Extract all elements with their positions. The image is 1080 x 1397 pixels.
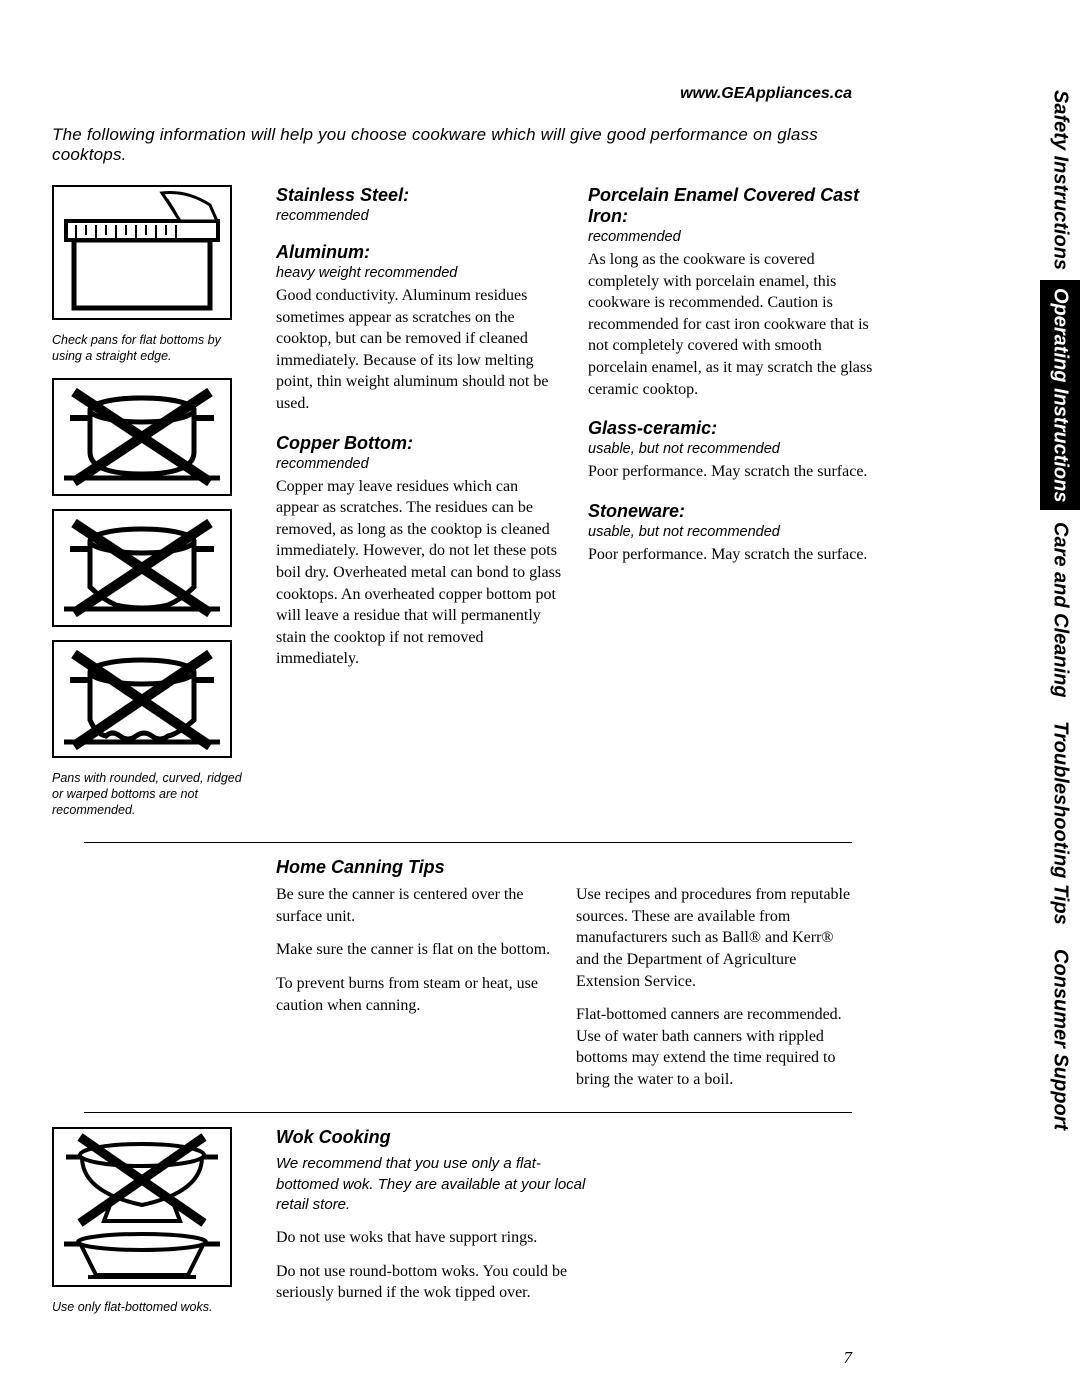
glassceramic-sub: usable, but not recommended xyxy=(588,441,876,457)
cookware-col-2: Porcelain Enamel Covered Cast Iron: reco… xyxy=(588,185,876,832)
aluminum-body: Good conductivity. Aluminum residues som… xyxy=(276,285,564,415)
stoneware-body: Poor performance. May scratch the surfac… xyxy=(588,544,876,566)
header-url: www.GEAppliances.ca xyxy=(680,85,852,103)
figure-pan-x-1 xyxy=(52,378,252,501)
canning-p4: Use recipes and procedures from reputabl… xyxy=(576,884,852,992)
tab-safety[interactable]: Safety Instructions xyxy=(1040,80,1080,280)
wok-caption: Use only flat-bottomed woks. xyxy=(52,1300,252,1316)
tab-troubleshooting[interactable]: Troubleshooting Tips xyxy=(1040,710,1080,935)
porcelain-sub: recommended xyxy=(588,229,876,245)
cookware-section: Check pans for flat bottoms by using a s… xyxy=(52,185,852,832)
canning-p2: Make sure the canner is flat on the bott… xyxy=(276,939,552,961)
stainless-title: Stainless Steel: xyxy=(276,185,564,206)
copper-sub: recommended xyxy=(276,456,564,472)
wok-p1: Do not use woks that have support rings. xyxy=(276,1227,586,1249)
canning-section: Home Canning Tips Be sure the canner is … xyxy=(52,857,852,1102)
wok-section: Use only flat-bottomed woks. Wok Cooking… xyxy=(52,1127,852,1330)
divider-1 xyxy=(84,842,852,843)
side-tabs: Safety Instructions Operating Instructio… xyxy=(1040,80,1080,1280)
porcelain-body: As long as the cookware is covered compl… xyxy=(588,249,876,400)
canning-p5: Flat-bottomed canners are recommended. U… xyxy=(576,1004,852,1090)
stoneware-sub: usable, but not recommended xyxy=(588,524,876,540)
intro-text: The following information will help you … xyxy=(52,125,852,165)
tab-operating[interactable]: Operating Instructions xyxy=(1040,280,1080,510)
figure-pan-x-3 xyxy=(52,640,252,763)
figure-bad-pans-caption: Pans with rounded, curved, ridged or war… xyxy=(52,771,252,818)
figure-wok xyxy=(52,1127,252,1292)
canning-title: Home Canning Tips xyxy=(276,857,852,878)
page-number: 7 xyxy=(844,1348,853,1368)
tab-care[interactable]: Care and Cleaning xyxy=(1040,510,1080,710)
figure-flat-bottom-check xyxy=(52,185,252,325)
cookware-col-1: Stainless Steel: recommended Aluminum: h… xyxy=(276,185,564,832)
figure-pan-x-2 xyxy=(52,509,252,632)
glassceramic-body: Poor performance. May scratch the surfac… xyxy=(588,461,876,483)
tab-consumer[interactable]: Consumer Support xyxy=(1040,935,1080,1145)
figure-flat-caption: Check pans for flat bottoms by using a s… xyxy=(52,333,252,364)
stainless-sub: recommended xyxy=(276,208,564,224)
page-content: www.GEAppliances.ca The following inform… xyxy=(52,85,852,1330)
aluminum-sub: heavy weight recommended xyxy=(276,265,564,281)
divider-2 xyxy=(84,1112,852,1113)
aluminum-title: Aluminum: xyxy=(276,242,564,263)
canning-p1: Be sure the canner is centered over the … xyxy=(276,884,552,927)
canning-p3: To prevent burns from steam or heat, use… xyxy=(276,973,552,1016)
figures-column: Check pans for flat bottoms by using a s… xyxy=(52,185,252,832)
glassceramic-title: Glass-ceramic: xyxy=(588,418,876,439)
porcelain-title: Porcelain Enamel Covered Cast Iron: xyxy=(588,185,876,227)
wok-p2: Do not use round-bottom woks. You could … xyxy=(276,1261,586,1304)
copper-body: Copper may leave residues which can appe… xyxy=(276,476,564,670)
wok-intro: We recommend that you use only a flat-bo… xyxy=(276,1154,586,1215)
wok-title: Wok Cooking xyxy=(276,1127,586,1148)
stoneware-title: Stoneware: xyxy=(588,501,876,522)
copper-title: Copper Bottom: xyxy=(276,433,564,454)
